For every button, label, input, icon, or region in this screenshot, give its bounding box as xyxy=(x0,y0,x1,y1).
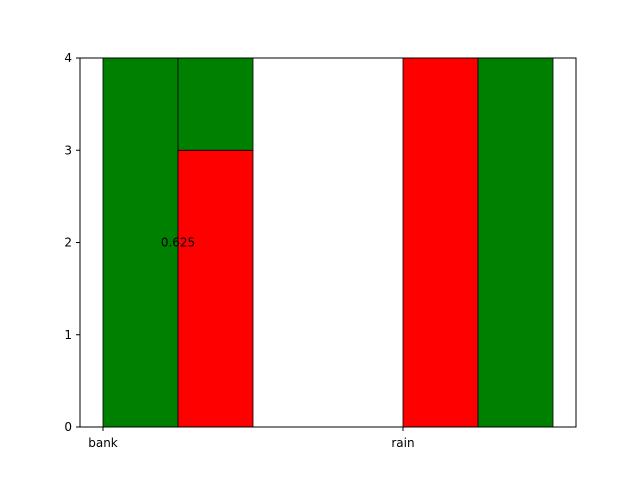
y-tick-label: 4 xyxy=(64,51,72,65)
ticks: 0 1 2 3 4 bank rain xyxy=(64,51,414,450)
bar-bank-0-segment-0 xyxy=(102,57,179,428)
bar-rain-1-segment-0 xyxy=(477,57,554,428)
bars xyxy=(102,57,554,428)
annotations: 0.625 xyxy=(161,236,195,250)
y-tick-label: 0 xyxy=(64,420,72,434)
y-tick-label: 3 xyxy=(64,143,72,157)
bar-bank-1-segment-0 xyxy=(177,149,254,428)
data-label: 0.625 xyxy=(161,236,195,250)
x-tick-label-rain: rain xyxy=(391,436,414,450)
bar-rain-0-segment-0 xyxy=(402,57,479,428)
bar-bank-1-segment-1 xyxy=(177,57,254,151)
y-tick-label: 2 xyxy=(64,236,72,250)
y-tick-label: 1 xyxy=(64,328,72,342)
x-tick-label-bank: bank xyxy=(88,436,118,450)
